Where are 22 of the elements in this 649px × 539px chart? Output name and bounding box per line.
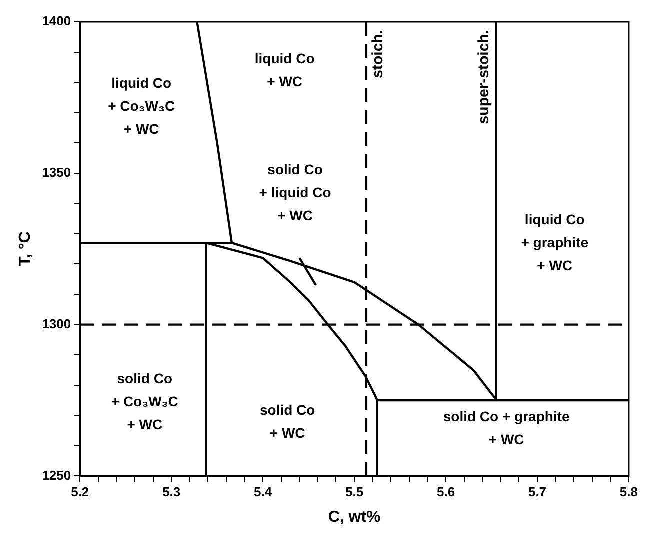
annotation: solid Co + Co₃W₃C + WC [111,370,178,432]
annotation: liquid Co + graphite + WC [521,212,589,274]
y-tick-label: 1350 [42,164,72,180]
x-tick-label: 5.2 [71,484,90,500]
annotation: solid Co + liquid Co + WC [259,162,332,224]
x-tick-label: 5.4 [254,484,273,500]
annotation: liquid Co + Co₃W₃C + WC [108,74,176,137]
x-tick-label: 5.6 [436,484,456,500]
x-tick-label: 5.7 [528,484,547,500]
annotation: liquid Co + WC [254,50,315,90]
y-tick-label: 1250 [42,468,72,483]
x-tick-label: 5.3 [162,484,181,500]
x-tick-label: 5.8 [620,484,638,500]
y-tick-label: 1400 [42,14,72,29]
y-axis-title: T, °C [17,231,34,267]
x-axis-title: C, wt% [328,508,381,526]
ref-line-label: stoich. [370,30,387,78]
y-tick-label: 1300 [42,316,72,332]
text: super-stoich. [475,30,492,124]
x-tick-label: 5.5 [346,484,364,500]
annotation: solid Co + WC [260,402,316,441]
annotation: solid Co + graphite + WC [443,408,570,448]
